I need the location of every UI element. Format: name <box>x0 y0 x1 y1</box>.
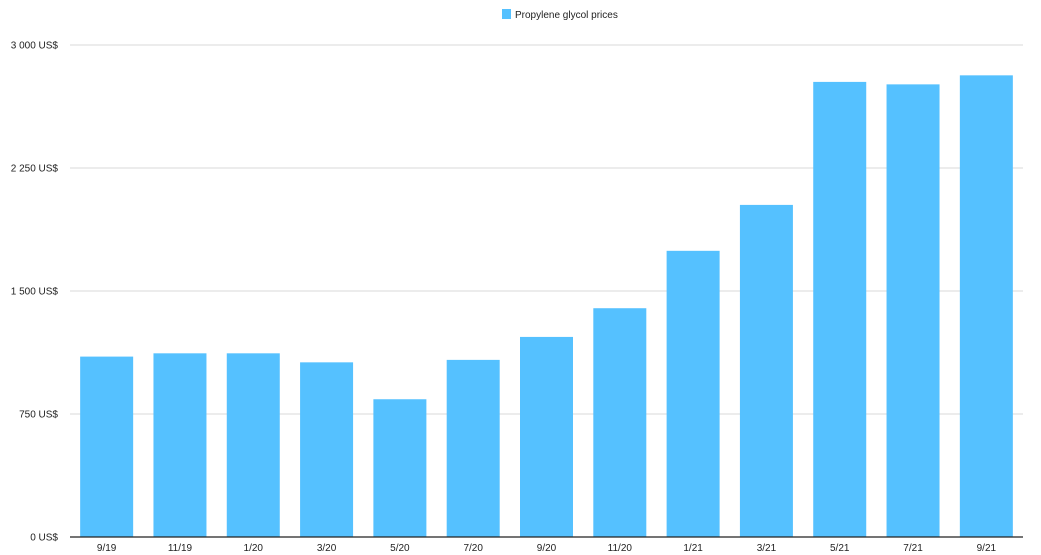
bar <box>666 250 720 537</box>
y-tick-label: 2 250 US$ <box>11 164 59 175</box>
bar <box>886 84 940 538</box>
bar <box>959 75 1013 537</box>
x-tick-label: 7/21 <box>903 543 923 554</box>
x-tick-label: 9/20 <box>537 543 557 554</box>
axes: 0 US$ 750 US$ 1 500 US$ 2 250 US$ 3 000 US$ 9… <box>11 41 1023 554</box>
bar <box>593 308 647 537</box>
x-tick-label: 11/19 <box>168 543 193 554</box>
x-tick-label: 5/20 <box>390 543 410 554</box>
y-tick-label: 3 000 US$ <box>11 41 59 52</box>
bar <box>446 359 500 537</box>
x-tick-label: 1/21 <box>683 543 703 554</box>
bar <box>80 356 134 537</box>
bar <box>226 353 280 537</box>
y-tick-label: 750 US$ <box>19 410 58 421</box>
bars <box>80 75 1013 538</box>
x-tick-label: 5/21 <box>830 543 850 554</box>
legend-swatch <box>502 9 511 19</box>
x-tick-label: 9/19 <box>97 543 117 554</box>
legend-label: Propylene glycol prices <box>515 10 618 21</box>
x-tick-label: 11/20 <box>608 543 633 554</box>
x-tick-label: 7/20 <box>463 543 483 554</box>
bar <box>373 399 427 537</box>
bar <box>739 204 793 537</box>
y-tick-label: 1 500 US$ <box>11 287 59 298</box>
bar <box>300 362 354 537</box>
legend: Propylene glycol prices <box>502 9 618 21</box>
bar <box>813 81 867 538</box>
x-tick-label: 9/21 <box>977 543 997 554</box>
x-tick-label: 3/20 <box>317 543 337 554</box>
x-tick-label: 3/21 <box>757 543 777 554</box>
bar <box>153 353 207 537</box>
y-tick-label: 0 US$ <box>30 533 58 544</box>
x-tick-label: 1/20 <box>244 543 264 554</box>
bar <box>520 336 573 537</box>
